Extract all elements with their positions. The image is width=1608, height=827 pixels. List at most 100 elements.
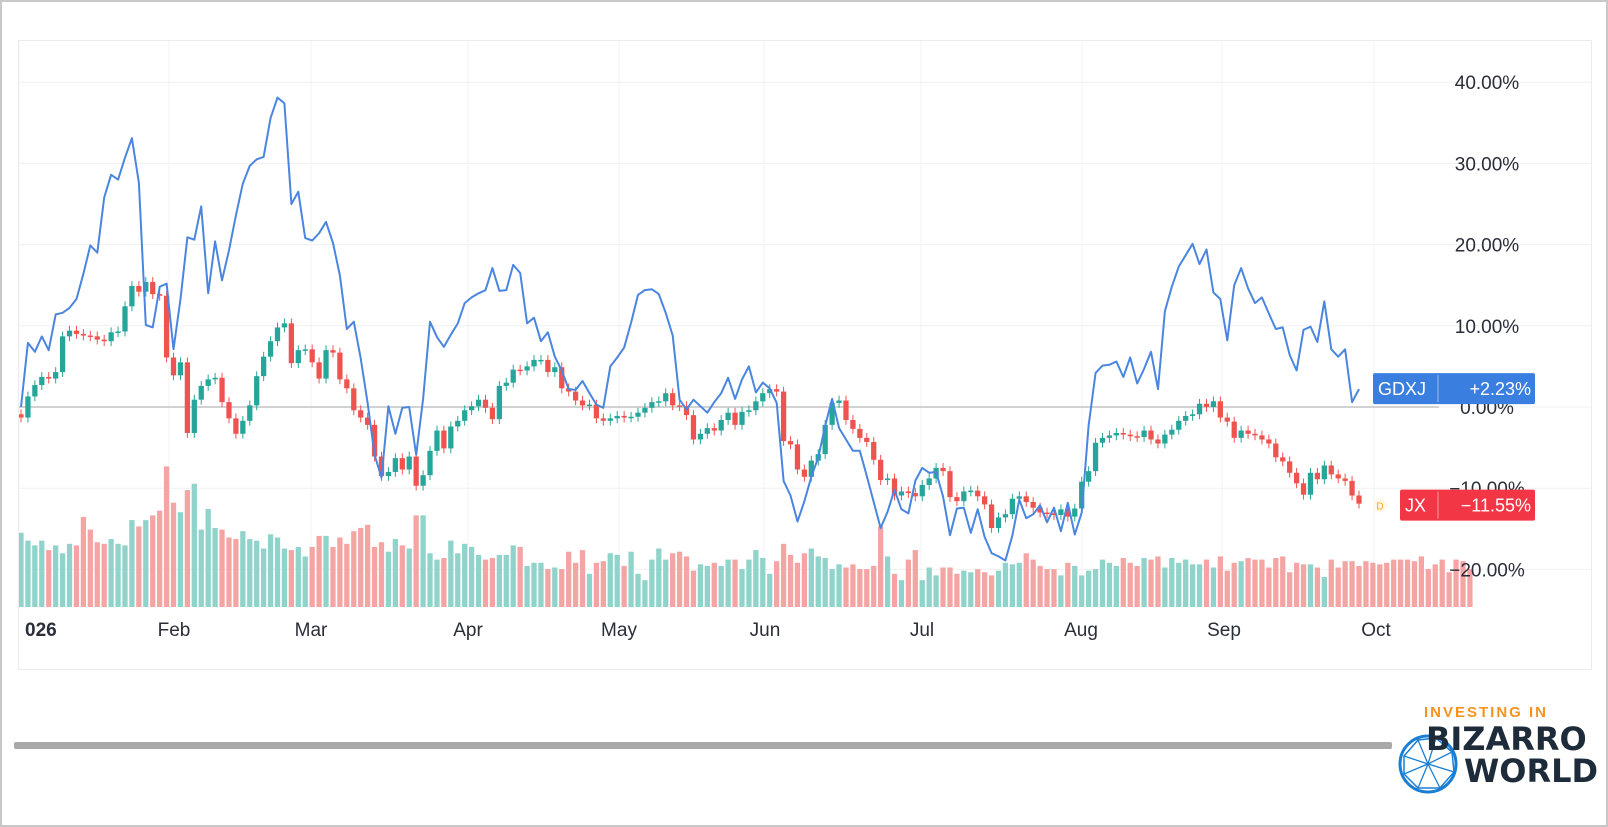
volume-bar <box>455 553 461 607</box>
volume-bar <box>198 529 204 607</box>
candle-body <box>371 424 378 457</box>
candle-body <box>108 332 114 342</box>
volume-bar <box>1321 576 1327 607</box>
volume-bar <box>676 551 683 607</box>
candle-body <box>87 335 93 338</box>
candle-body <box>1162 434 1168 444</box>
candle-body <box>559 367 565 389</box>
candle-body <box>579 400 586 406</box>
time-scrollbar[interactable] <box>14 742 1392 749</box>
volume-bar <box>441 558 447 607</box>
jx-tag-value: −11.55% <box>1461 496 1531 516</box>
volume-bar <box>1106 562 1113 607</box>
volume-bar <box>586 573 593 607</box>
candle-body <box>1287 461 1293 473</box>
candle-body <box>53 372 59 379</box>
candle-body <box>787 441 794 445</box>
volume-bar <box>101 543 107 607</box>
candle-body <box>898 491 905 496</box>
candle-body <box>1328 465 1334 475</box>
volume-bar <box>517 546 523 607</box>
candle-body <box>413 456 419 486</box>
candle-body <box>954 497 960 502</box>
candle-body <box>267 341 274 357</box>
chart-panel[interactable]: 40.00%30.00%20.00%10.00%0.00%−10.00%−20.… <box>18 40 1592 670</box>
candle-body <box>455 420 461 427</box>
candle-body <box>878 459 884 481</box>
candle-body <box>780 391 787 442</box>
candle-body <box>940 467 946 472</box>
x-tick-label: May <box>601 620 637 641</box>
volume-bar <box>1307 564 1314 607</box>
candle-body <box>926 478 932 485</box>
candle-body <box>1141 430 1147 438</box>
candle-body <box>1273 443 1279 458</box>
candle-body <box>115 331 121 333</box>
volume-bar <box>247 539 253 607</box>
volume-bar <box>53 545 59 607</box>
volume-bar <box>364 524 371 607</box>
volume-bar <box>358 528 364 607</box>
candle-body <box>884 478 891 481</box>
y-tick-label: −20.00% <box>1449 560 1525 581</box>
volume-bar <box>330 546 336 607</box>
volume-bar <box>489 558 496 607</box>
volume-bar <box>1120 558 1126 607</box>
candle-body <box>73 330 80 334</box>
volume-bar <box>163 466 170 607</box>
jx-tag-name: JX <box>1405 496 1426 516</box>
x-tick-label: Feb <box>158 620 191 641</box>
volume-bar <box>815 556 821 607</box>
comparison-chart[interactable]: 40.00%30.00%20.00%10.00%0.00%−10.00%−20.… <box>19 41 1591 669</box>
x-tick-label: Sep <box>1207 620 1241 641</box>
candle-body <box>344 379 350 389</box>
candle-body <box>968 490 974 493</box>
candle-body <box>150 281 156 295</box>
x-tick-label: Jul <box>910 620 934 641</box>
volume-bar <box>975 569 981 607</box>
volume-bar <box>607 553 613 607</box>
volume-bar <box>1099 559 1106 607</box>
volume-bar <box>524 565 530 607</box>
candle-body <box>697 433 704 440</box>
candle-body <box>1106 435 1113 438</box>
candle-body <box>1224 417 1230 422</box>
y-tick-label: 20.00% <box>1455 236 1520 257</box>
candle-body <box>1280 457 1286 462</box>
candle-body <box>1342 478 1348 481</box>
volume-bar <box>46 550 52 607</box>
candle-body <box>1155 439 1161 444</box>
volume-bar <box>1141 558 1147 607</box>
candle-body <box>843 400 849 420</box>
candle-body <box>482 399 489 408</box>
candle-body <box>1065 509 1071 517</box>
volume-bar <box>1113 565 1119 607</box>
volume-bar <box>1273 558 1279 607</box>
volume-bar <box>475 554 482 607</box>
volume-bar <box>503 554 509 607</box>
x-tick-label: Apr <box>453 620 483 641</box>
candle-body <box>66 330 73 337</box>
volume-bar <box>281 548 288 607</box>
candle-body <box>614 415 620 419</box>
volume-bar <box>656 548 662 607</box>
volume-bar <box>226 537 232 607</box>
candle-body <box>517 369 523 372</box>
volume-bar <box>1196 564 1203 607</box>
volume-bar <box>572 562 579 607</box>
volume-bar <box>1411 561 1418 607</box>
candle-body <box>871 441 877 460</box>
candle-body <box>1127 434 1133 437</box>
volume-bar <box>399 545 405 607</box>
volume-bar <box>843 567 849 607</box>
volume-bar <box>787 554 794 607</box>
candle-body <box>129 286 135 307</box>
gdxj-tag-name: GDXJ <box>1378 379 1426 399</box>
candle-body <box>1016 496 1022 499</box>
volume-bar <box>157 510 163 607</box>
jx-tag <box>1400 489 1535 521</box>
candle-body <box>545 359 551 373</box>
volume-bar <box>579 550 586 607</box>
candle-body <box>1085 471 1092 482</box>
volume-bar <box>1030 559 1036 607</box>
